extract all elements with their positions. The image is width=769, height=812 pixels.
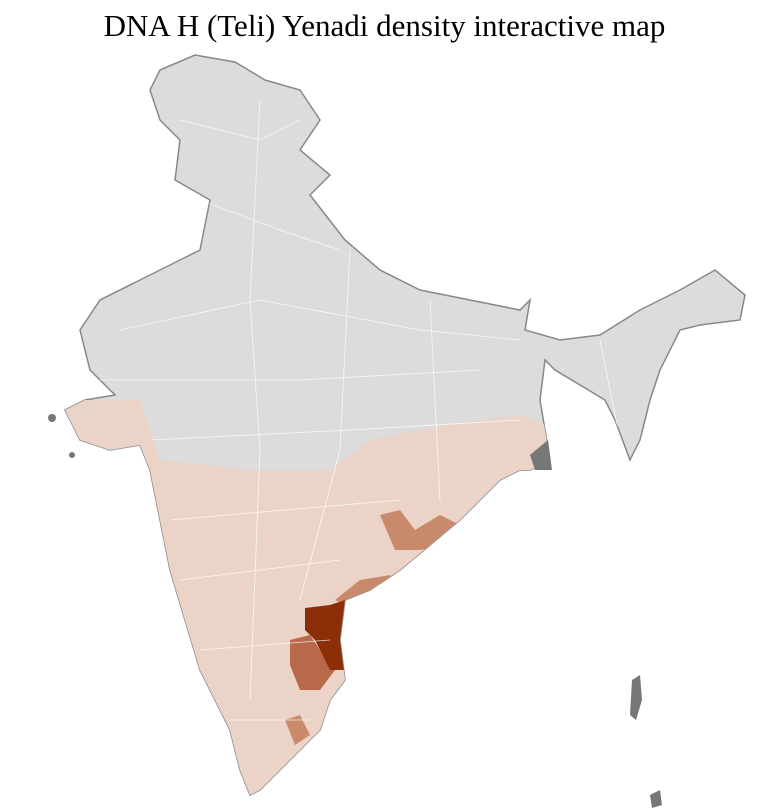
island: [69, 452, 75, 458]
islands: [48, 414, 662, 808]
island: [48, 414, 56, 422]
delta: [530, 440, 552, 470]
map-title: DNA H (Teli) Yenadi density interactive …: [103, 8, 666, 43]
medium-density-region: [285, 715, 310, 745]
high-density-region: [305, 600, 345, 670]
country-base: [64, 54, 746, 796]
district-borders: [100, 99, 621, 721]
island: [650, 790, 662, 808]
district-border: [100, 99, 621, 721]
medium-density-region: [290, 635, 335, 690]
island: [630, 675, 642, 720]
